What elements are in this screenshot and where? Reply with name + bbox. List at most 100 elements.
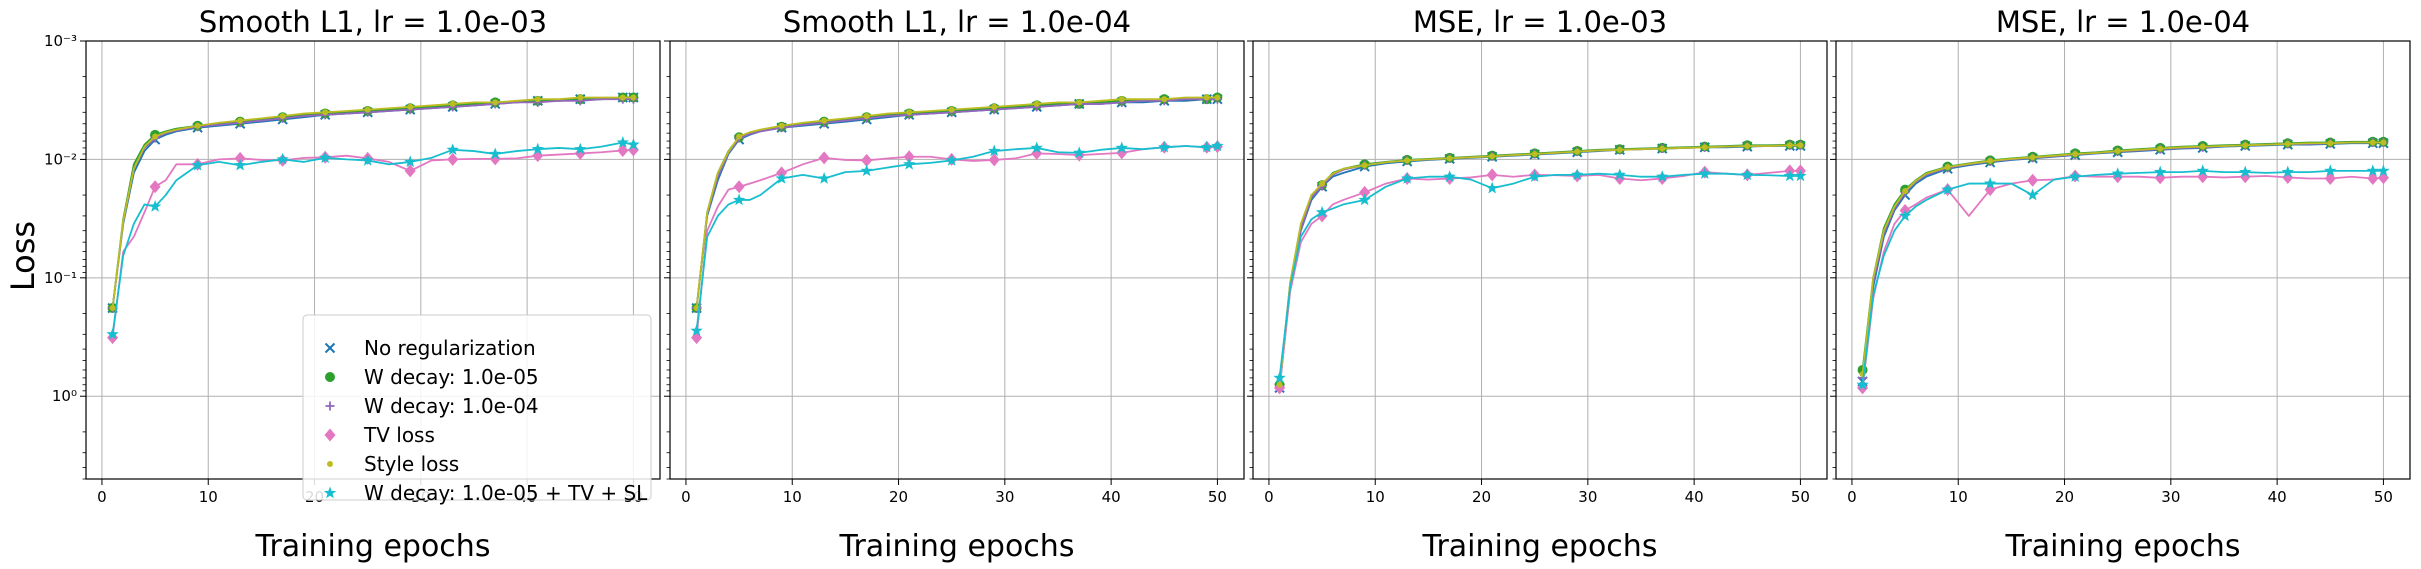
data-point: [492, 99, 499, 106]
series-w-decay-1-0e-04: [1858, 138, 2388, 383]
series-tv-loss: [1857, 169, 2389, 395]
data-point: [1797, 142, 1804, 149]
data-point: [574, 146, 586, 160]
subplot-title: Smooth L1, lr = 1.0e-03: [199, 5, 547, 39]
series-line: [111, 96, 634, 309]
data-point: [574, 142, 587, 155]
data-point: [902, 157, 916, 170]
data-point: [778, 122, 785, 129]
data-point: [1404, 157, 1411, 164]
legend-label: W decay: 1.0e-05 + TV + SL: [364, 481, 648, 505]
x-tick-label: 30: [995, 488, 1014, 506]
series-tv-loss: [691, 140, 1223, 345]
x-tick-label: 0: [1264, 488, 1274, 506]
data-point: [577, 94, 584, 101]
data-point: [237, 117, 244, 124]
legend-label: No regularization: [364, 336, 536, 360]
data-point: [1574, 148, 1581, 155]
series-line: [695, 145, 1218, 338]
subplot-2: 0 10 20 30 40 50 Smooth L1, lr = 1.0e-04 Traini…: [664, 5, 1245, 564]
x-tick-label: 40: [1685, 488, 1704, 506]
data-point: [2367, 172, 2379, 186]
legend-marker: [325, 401, 335, 411]
legend-label: W decay: 1.0e-05: [364, 365, 539, 389]
data-point: [1857, 381, 1869, 395]
x-tick-label: 10: [199, 488, 218, 506]
data-point: [1214, 94, 1221, 101]
data-point: [733, 180, 745, 194]
data-point: [1161, 96, 1168, 103]
data-point: [2380, 139, 2387, 146]
data-point: [948, 106, 955, 113]
data-point: [364, 106, 371, 113]
data-point: [1571, 168, 1584, 181]
legend-marker: [325, 372, 335, 382]
data-point: [2369, 139, 2376, 146]
data-point: [1030, 141, 1043, 154]
legend-entry: W decay: 1.0e-04: [325, 394, 539, 418]
x-axis-label: Training epochs: [839, 529, 1075, 564]
data-point: [817, 172, 831, 184]
series-w-decay-1-0e-04: [1275, 140, 1805, 393]
x-tick-label: 10: [783, 488, 802, 506]
data-point: [1783, 169, 1796, 182]
data-point: [1115, 141, 1128, 154]
data-point: [1786, 142, 1793, 149]
data-point: [1076, 99, 1083, 106]
data-point: [446, 143, 459, 156]
series-line: [1861, 141, 2384, 375]
axes-frame: [1252, 40, 1828, 480]
series-line: [1278, 172, 1801, 378]
data-point: [821, 117, 828, 124]
data-point: [1158, 140, 1171, 153]
data-point: [152, 133, 159, 140]
x-tick-label: 50: [2374, 488, 2393, 506]
data-point: [531, 142, 544, 155]
data-point: [233, 158, 247, 171]
legend-marker: [324, 342, 336, 354]
data-point: [1361, 162, 1368, 169]
data-point: [945, 153, 958, 166]
data-point: [404, 164, 416, 178]
axes-frame: [1835, 40, 2411, 480]
data-point: [2026, 188, 2039, 201]
x-tick-label: 20: [1472, 488, 1491, 506]
data-point: [1531, 150, 1538, 157]
data-point: [863, 113, 870, 120]
x-tick-label: 0: [681, 488, 691, 506]
x-axis-label: Training epochs: [2005, 529, 2241, 564]
series-w-decay-1-0e-05: [691, 92, 1223, 314]
series-line: [111, 96, 634, 309]
data-point: [1659, 145, 1666, 152]
data-point: [2242, 142, 2249, 149]
data-point: [1489, 153, 1496, 160]
data-point: [489, 147, 502, 160]
series-w-decay-1-0e-05: [107, 92, 639, 314]
y-tick-label: 10⁻¹: [44, 269, 77, 287]
data-point: [861, 153, 873, 167]
data-point: [149, 180, 161, 194]
data-point: [617, 143, 629, 157]
data-point: [991, 103, 998, 110]
data-point: [407, 103, 414, 110]
series-no-regularization: [1857, 138, 2389, 387]
series-w-decay-1-0e-05-tv-sl: [1856, 164, 2390, 391]
data-point: [818, 151, 830, 165]
series-line: [111, 98, 634, 309]
subplot-grid: 0 10 20 30 40 50 10⁻³ 10⁻² 10⁻¹ 10⁰ Smooth L1, lr …: [44, 5, 2411, 564]
data-point: [1528, 170, 1541, 182]
legend-entry: W decay: 1.0e-05: [325, 365, 539, 389]
data-point: [2281, 165, 2294, 178]
data-point: [322, 109, 329, 116]
x-tick-label: 50: [1208, 488, 1227, 506]
data-point: [1486, 168, 1498, 182]
subplot-3: 0 10 20 30 40 50 MSE, lr = 1.0e-03 Training epo…: [1247, 5, 1828, 564]
series-line: [1278, 143, 1801, 385]
data-point: [2324, 172, 2336, 186]
data-point: [2027, 173, 2039, 187]
data-point: [2239, 170, 2251, 184]
x-axis-label: Training epochs: [255, 529, 491, 564]
subplot-title: MSE, lr = 1.0e-03: [1413, 5, 1667, 39]
data-point: [736, 133, 743, 140]
